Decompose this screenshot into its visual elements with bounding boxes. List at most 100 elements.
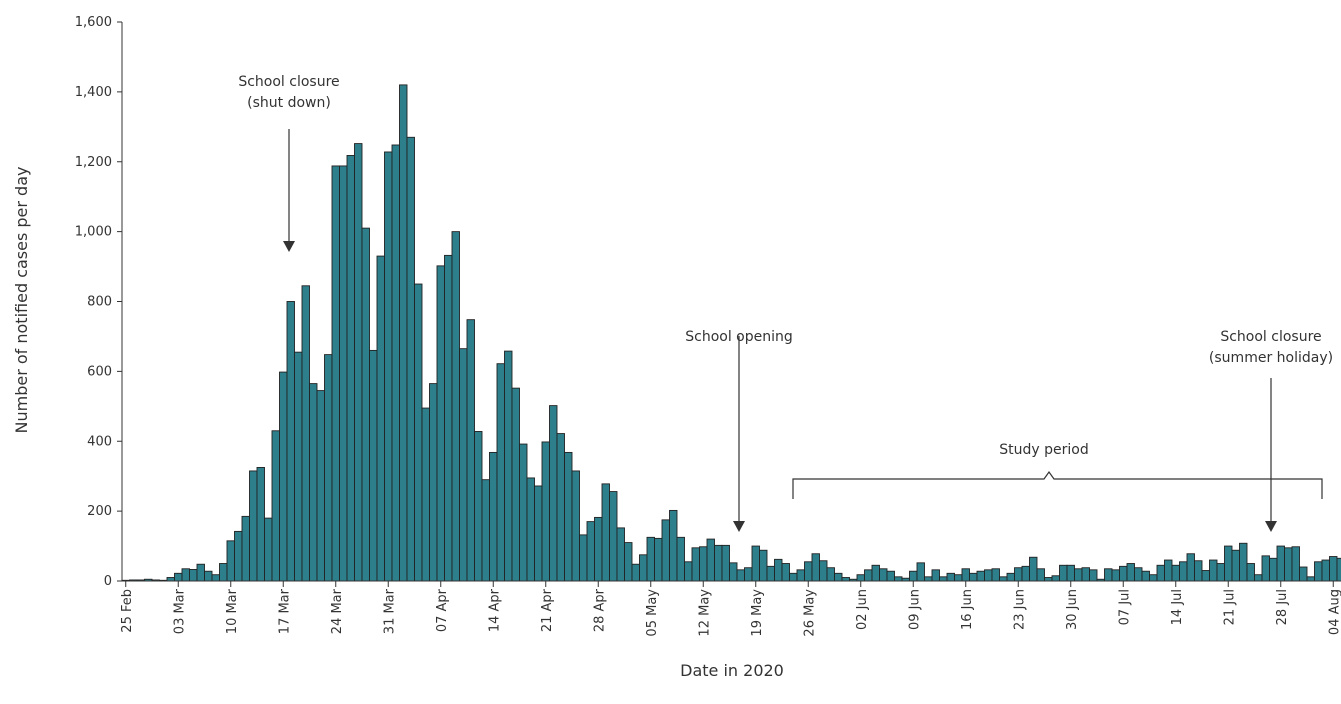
bar-day-128	[1081, 567, 1090, 582]
bar-day-134	[1126, 563, 1135, 582]
bar-day-120	[1021, 565, 1030, 582]
bar-day-47	[474, 431, 483, 582]
x-tick-label: 30 Jun	[1065, 589, 1080, 630]
bar-day-92	[811, 553, 820, 582]
bar-day-102	[886, 570, 895, 582]
bar-day-45	[459, 348, 468, 582]
bar-day-76	[691, 547, 700, 582]
bar-day-17	[249, 470, 258, 582]
bar-day-18	[256, 467, 265, 582]
bar-day-48	[481, 479, 490, 582]
bar-day-91	[804, 561, 813, 582]
x-tick-label: 19 May	[750, 589, 765, 637]
bar-day-44	[451, 231, 460, 582]
bar-day-143	[1194, 560, 1203, 582]
y-tick-label: 800	[87, 295, 112, 310]
y-tick-label: 1,200	[75, 155, 112, 170]
bar-day-74	[676, 536, 685, 582]
bar-day-80	[721, 544, 730, 582]
bar-day-42	[436, 265, 445, 582]
bar-day-122	[1036, 568, 1045, 582]
bar-day-156	[1291, 546, 1300, 582]
bar-day-19	[264, 517, 273, 582]
bar-day-90	[796, 569, 805, 582]
bar-day-66	[616, 527, 625, 582]
x-tick-label: 31 Mar	[382, 588, 397, 634]
bar-day-148	[1231, 549, 1240, 582]
bar-day-33	[369, 349, 378, 582]
bar-day-146	[1216, 563, 1225, 582]
x-tick-label: 24 Mar	[330, 588, 345, 634]
bar-day-152	[1261, 555, 1270, 582]
bar-day-132	[1111, 569, 1120, 582]
x-tick-label: 07 Apr	[435, 588, 450, 632]
bar-day-106	[916, 562, 925, 582]
bar-day-43	[444, 254, 453, 582]
bar-day-115	[984, 569, 993, 582]
y-tick-label: 0	[104, 574, 112, 589]
bar-day-77	[699, 546, 708, 582]
bar-day-65	[609, 491, 618, 582]
bar-day-68	[631, 563, 640, 582]
bar-day-14	[226, 540, 235, 582]
x-tick-label: 21 Apr	[540, 588, 555, 632]
bar-day-56	[541, 441, 550, 582]
bar-day-53	[519, 443, 528, 582]
bar-day-110	[946, 572, 955, 582]
bar-day-16	[241, 515, 250, 582]
bar-day-51	[504, 350, 513, 582]
x-tick-label: 07 Jul	[1117, 589, 1132, 625]
x-tick-label: 03 Mar	[172, 588, 187, 634]
bar-day-13	[219, 563, 228, 582]
bar-day-118	[1006, 572, 1015, 582]
x-tick-label: 28 Jul	[1275, 589, 1290, 625]
bar-day-27	[324, 354, 333, 582]
bar-day-50	[496, 363, 505, 582]
bar-day-151	[1254, 574, 1263, 582]
bar-day-138	[1156, 564, 1165, 582]
x-tick-label: 23 Jun	[1012, 589, 1027, 630]
study-period-bracket	[792, 470, 1323, 499]
bar-day-85	[759, 549, 768, 582]
bar-day-23	[294, 351, 303, 582]
bar-day-105	[909, 570, 918, 582]
bar-day-127	[1074, 568, 1083, 582]
bar-day-71	[654, 537, 663, 582]
bar-day-112	[961, 568, 970, 582]
bar-day-153	[1269, 557, 1278, 582]
bar-day-70	[646, 536, 655, 582]
bar-day-34	[376, 255, 385, 582]
y-axis-title: Number of notified cases per day	[12, 167, 31, 434]
bar-day-160	[1321, 559, 1330, 582]
bar-day-82	[736, 569, 745, 582]
bar-day-147	[1224, 545, 1233, 582]
annotation-school-closure-2-line1: School closure	[1220, 329, 1321, 345]
bar-day-94	[826, 567, 835, 582]
bar-day-139	[1164, 559, 1173, 582]
y-tick-label: 1,000	[75, 225, 112, 240]
arrow-school-opening	[733, 336, 745, 532]
x-tick-label: 12 May	[697, 589, 712, 637]
bar-day-100	[871, 564, 880, 582]
arrow-school-closure-2	[1265, 378, 1277, 532]
bar-day-86	[766, 565, 775, 582]
x-tick-label: 10 Mar	[225, 588, 240, 634]
bar-day-103	[894, 576, 903, 582]
x-axis: 25 Feb 03 Mar 10 Mar 17 Mar 24 Mar 31 Mar 07 A…	[120, 580, 1341, 637]
bar-day-136	[1141, 570, 1150, 582]
x-tick-label: 21 Jul	[1222, 589, 1237, 625]
y-tick-label: 200	[87, 504, 112, 519]
bar-day-108	[931, 569, 940, 582]
bar-day-6	[166, 577, 175, 582]
bar-day-141	[1179, 561, 1188, 582]
bar-day-131	[1104, 568, 1113, 582]
y-tick-label: 1,400	[75, 85, 112, 100]
bar-day-89	[789, 572, 798, 582]
bar-day-140	[1171, 564, 1180, 582]
x-tick-label: 14 Jul	[1170, 589, 1185, 625]
bar-day-26	[316, 390, 325, 582]
x-tick-label: 09 Jun	[907, 589, 922, 630]
bar-day-145	[1209, 559, 1218, 582]
bar-day-149	[1239, 542, 1248, 582]
bar-day-93	[819, 560, 828, 582]
